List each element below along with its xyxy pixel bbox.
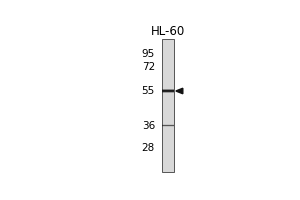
Bar: [162, 91, 173, 92]
Bar: [162, 126, 173, 127]
Bar: [162, 126, 173, 127]
Bar: [162, 90, 173, 91]
Bar: [162, 90, 173, 91]
Bar: [162, 89, 173, 90]
Bar: [162, 125, 173, 126]
Bar: [162, 124, 173, 125]
Text: 55: 55: [142, 86, 155, 96]
Bar: [162, 92, 173, 93]
Bar: [162, 124, 173, 125]
Text: HL-60: HL-60: [151, 25, 185, 38]
Text: 36: 36: [142, 121, 155, 131]
Text: 72: 72: [142, 62, 155, 72]
Bar: [162, 89, 173, 90]
Bar: [162, 91, 173, 92]
Polygon shape: [176, 88, 183, 94]
Bar: [162, 39, 173, 172]
Bar: [162, 125, 173, 126]
Bar: [162, 125, 173, 126]
Text: 28: 28: [142, 143, 155, 153]
Text: 95: 95: [142, 49, 155, 59]
Bar: [162, 124, 173, 125]
Bar: [162, 92, 173, 93]
